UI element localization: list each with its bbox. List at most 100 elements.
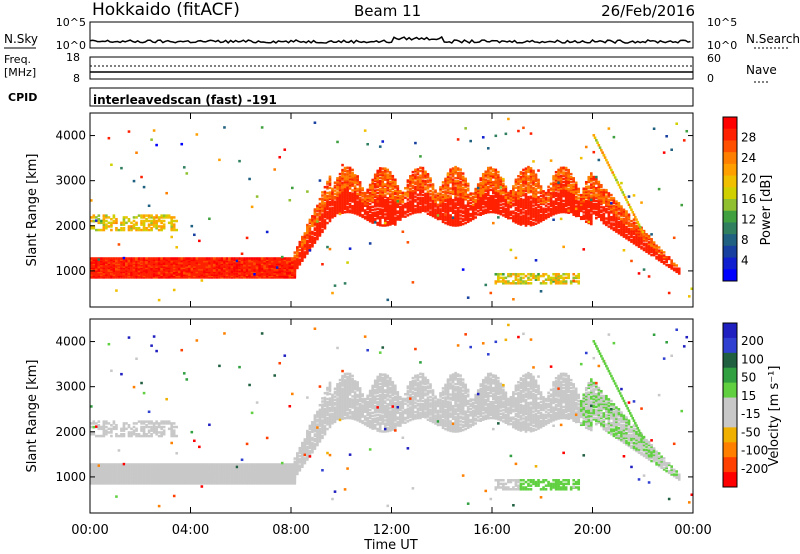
power-cell	[584, 203, 588, 206]
power-cell	[421, 168, 425, 171]
colorbar-segment	[723, 117, 737, 130]
power-cell	[607, 203, 611, 206]
power-cell	[459, 209, 462, 212]
power-cell	[542, 216, 545, 220]
power-cell	[394, 197, 397, 200]
power-cell	[306, 223, 309, 227]
power-cell	[444, 206, 447, 209]
power-cell	[524, 170, 528, 174]
power-cell	[250, 269, 254, 272]
power-cell	[348, 168, 352, 171]
power-cell	[230, 257, 234, 260]
power-cell	[582, 193, 586, 197]
power-cell	[145, 259, 148, 263]
power-cell	[233, 272, 236, 275]
power-cell	[228, 262, 231, 266]
power-cell	[600, 185, 603, 189]
power-cell	[303, 235, 307, 238]
power-cell	[140, 258, 143, 262]
power-cell	[187, 273, 191, 276]
power-cell	[451, 181, 455, 184]
power-cell	[336, 200, 339, 204]
power-cell	[411, 185, 415, 188]
power-cell	[112, 274, 116, 278]
power-cell	[441, 198, 445, 202]
power-cell	[584, 210, 588, 214]
power-cell	[102, 257, 106, 260]
power-cell	[630, 232, 633, 236]
power-cell	[409, 189, 412, 192]
power-cell	[326, 213, 329, 217]
power-cell	[589, 216, 593, 219]
power-cell	[627, 235, 631, 239]
power-cell	[461, 196, 465, 199]
power-cell	[376, 207, 380, 211]
power-cell	[419, 166, 422, 170]
power-cell	[135, 274, 138, 278]
power-cell	[187, 272, 191, 275]
power-cell	[572, 197, 575, 201]
power-cell	[569, 177, 573, 181]
power-cell	[597, 212, 601, 215]
power-cell	[404, 196, 407, 199]
power-cell	[243, 266, 246, 270]
power-cell	[273, 265, 277, 268]
power-cell	[394, 206, 397, 210]
power-cell	[253, 265, 256, 268]
power-cell	[667, 291, 671, 295]
power-cell	[391, 192, 395, 195]
power-cell	[187, 268, 191, 271]
power-cell	[245, 257, 249, 260]
power-cell	[97, 274, 101, 278]
power-cell	[150, 219, 153, 223]
power-cell	[600, 210, 603, 214]
velocity-cell	[100, 472, 103, 476]
power-cell	[243, 276, 246, 279]
power-cell	[258, 270, 261, 274]
power-cell	[439, 201, 442, 205]
power-cell	[145, 261, 148, 264]
power-cell	[411, 205, 415, 209]
power-cell	[356, 208, 359, 211]
power-cell	[265, 259, 269, 263]
power-cell	[399, 212, 402, 215]
power-cell	[338, 185, 342, 188]
power-cell	[421, 169, 425, 173]
power-cell	[497, 170, 500, 174]
colorbar-segment	[723, 152, 737, 165]
power-cell	[132, 258, 136, 262]
power-cell	[245, 270, 249, 274]
power-cell	[592, 202, 596, 206]
power-cell	[466, 212, 470, 216]
power-cell	[175, 265, 179, 268]
power-cell	[331, 190, 334, 194]
power-cell	[537, 191, 540, 194]
power-cell	[208, 270, 211, 274]
power-cell	[97, 273, 101, 276]
power-cell	[529, 176, 533, 180]
power-cell	[451, 205, 455, 208]
power-cell	[502, 280, 505, 283]
power-cell	[499, 203, 503, 206]
power-cell	[391, 222, 395, 225]
power-cell	[502, 190, 505, 193]
power-cell	[353, 189, 357, 193]
power-cell	[260, 265, 264, 268]
power-cell	[416, 172, 420, 176]
power-cell	[162, 259, 166, 263]
power-cell	[145, 226, 148, 230]
power-cell	[270, 262, 274, 266]
power-cell	[474, 211, 478, 214]
power-cell	[489, 168, 493, 171]
power-cell	[127, 257, 131, 260]
power-cell	[635, 239, 638, 242]
power-cell	[328, 181, 332, 185]
power-cell	[225, 265, 229, 268]
cpid-panel: CPID interleavedscan (fast) -191	[8, 87, 694, 107]
power-cell	[494, 204, 498, 208]
power-cell	[677, 270, 681, 274]
power-cell	[547, 185, 550, 189]
power-cell	[291, 186, 294, 190]
power-cell	[177, 269, 181, 272]
power-cell	[260, 270, 264, 274]
